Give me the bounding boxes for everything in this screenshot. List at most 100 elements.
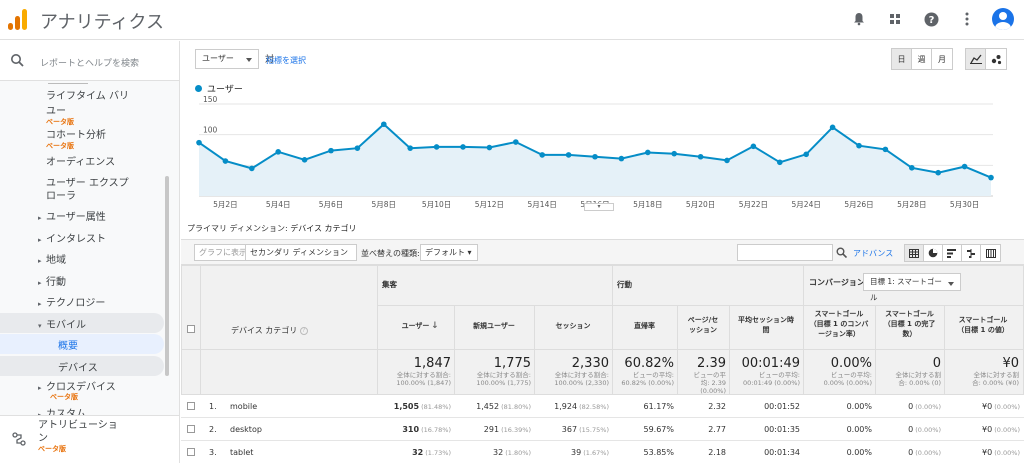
x-tick-label: 5月2日 [213, 200, 238, 209]
total-cell: 1,775 全体に対する割合: 100.00% (1,775) [476, 356, 531, 387]
dim-header[interactable]: デバイス カテゴリ ? [231, 325, 308, 336]
notifications-bell-icon[interactable] [848, 8, 870, 30]
select-metric-link[interactable]: 指標を選択 [266, 56, 306, 65]
apps-grid-icon[interactable] [884, 8, 906, 30]
data-point[interactable] [381, 121, 387, 128]
cell-sessions: 1,924 (82.58%) [554, 402, 609, 411]
column-header[interactable]: 直帰率 [634, 322, 655, 330]
sidebar-item-geo[interactable]: ▸ 地域 [38, 255, 66, 266]
sort-type-select[interactable]: デフォルト ▾ [420, 244, 478, 261]
data-point[interactable] [882, 146, 889, 153]
sidebar-item-demographics[interactable]: ▸ ユーザー属性 [38, 212, 106, 223]
account-avatar[interactable] [992, 8, 1014, 30]
data-point[interactable] [961, 163, 968, 170]
row-checkbox[interactable] [187, 448, 195, 456]
sidebar-search[interactable]: レポートとヘルプを検索 [0, 41, 179, 81]
total-cell: 00:01:49 ビューの平均: 00:01:49 (0.00%) [741, 356, 800, 387]
x-tick-label: 5月22日 [739, 200, 768, 209]
table-row[interactable]: 3. tablet 32 (1.73%) 32 (1.80%) 39 (1.67%) 53… [181, 441, 1024, 463]
sidebar-item-lifetime-value-cont[interactable]: ユー ベータ版 [46, 106, 74, 126]
data-point[interactable] [513, 139, 519, 145]
data-point[interactable] [275, 149, 281, 155]
sidebar-item-audience[interactable]: オーディエンス [46, 157, 116, 168]
sidebar-item-interests[interactable]: ▸ インタレスト [38, 234, 106, 245]
data-point[interactable] [354, 145, 361, 151]
select-all-checkbox[interactable] [187, 325, 195, 333]
sidebar-item-overview[interactable]: 概要 [58, 341, 78, 352]
more-vert-icon[interactable] [956, 8, 978, 30]
table-row[interactable]: 1. mobile 1,505 (81.48%) 1,452 (81.80%) 1,92… [181, 395, 1024, 418]
total-cell: ¥0 全体に対する割 合: 0.00% (¥0) [972, 356, 1019, 387]
secondary-dimension-select[interactable]: セカンダリ ディメンション ▾ [245, 244, 357, 272]
sidebar-item-cohort[interactable]: コホート分析 ベータ版 [46, 130, 106, 150]
data-point[interactable] [750, 143, 757, 150]
period-month[interactable]: 月 [938, 54, 946, 64]
help-icon[interactable]: ? [920, 8, 942, 30]
data-point[interactable] [592, 153, 598, 160]
data-point[interactable] [486, 144, 493, 151]
data-point[interactable] [935, 169, 941, 176]
motion-chart-icon[interactable] [986, 49, 1006, 69]
data-point[interactable] [249, 165, 255, 172]
data-point[interactable] [460, 144, 466, 150]
data-point[interactable] [407, 145, 413, 151]
sidebar-attribution[interactable]: アトリビューショ ン ベータ版 [0, 415, 179, 463]
data-point[interactable] [856, 142, 862, 149]
column-header[interactable]: スマートゴール （目標 1 の完了 数） [883, 310, 936, 338]
sidebar-item-mobile[interactable]: ▾ モバイル [38, 320, 86, 331]
plot-rows-button[interactable]: グラフに表示 [194, 244, 252, 261]
sidebar-item-technology[interactable]: ▸ テクノロジー [38, 298, 106, 309]
column-header[interactable]: ページ/セ ッション [687, 316, 719, 334]
column-header[interactable]: スマートゴール （目標 1 の値） [957, 316, 1009, 334]
x-tick-label: 5月18日 [633, 200, 662, 209]
data-point[interactable] [909, 164, 915, 171]
column-header[interactable]: セッション [555, 322, 591, 330]
row-checkbox[interactable] [187, 425, 195, 433]
column-header[interactable]: ユーザー ↓ [401, 321, 439, 331]
column-header[interactable]: 平均セッション時間 [738, 316, 794, 334]
table-search-icon[interactable] [836, 247, 847, 258]
sidebar-scrollbar[interactable] [165, 176, 169, 376]
column-header[interactable]: 新規ユーザー [473, 322, 515, 330]
data-point[interactable] [222, 158, 229, 164]
data-point[interactable] [697, 153, 704, 160]
period-day[interactable]: 日 [892, 49, 912, 69]
sidebar-item-cross-device[interactable]: ▸ クロスデバイス ベータ版 [38, 382, 116, 401]
metric-select[interactable]: ユーザー [195, 49, 259, 69]
performance-view-icon[interactable] [943, 245, 962, 261]
data-point[interactable] [988, 174, 994, 181]
table-row[interactable]: 2. desktop 310 (16.78%) 291 (16.39%) 367 (15… [181, 418, 1024, 441]
sidebar-item-devices[interactable]: デバイス [58, 363, 98, 374]
line-chart-icon[interactable] [966, 49, 986, 69]
table-view-icon[interactable] [905, 245, 924, 261]
pie-view-icon[interactable] [924, 245, 943, 261]
data-point[interactable] [618, 155, 625, 162]
chart-collapse-handle[interactable]: ▾ [584, 203, 614, 211]
pivot-view-icon[interactable] [981, 245, 1000, 261]
data-point[interactable] [645, 149, 651, 156]
data-point[interactable] [671, 150, 677, 157]
goal-select[interactable]: 目標 1: スマートゴール [863, 273, 961, 302]
advanced-link[interactable]: アドバンス [853, 249, 894, 258]
data-point[interactable] [196, 139, 202, 146]
sidebar-item-behavior[interactable]: ▸ 行動 [38, 277, 66, 288]
data-point[interactable] [724, 157, 730, 164]
top-bar: アナリティクス ? [0, 0, 1024, 40]
table-search-input[interactable] [737, 244, 833, 261]
column-header[interactable]: スマートゴール （目標 1 のコンバ ージョン率） [809, 310, 869, 338]
data-point[interactable] [803, 151, 809, 158]
comparison-view-icon[interactable] [962, 245, 981, 261]
data-point[interactable] [328, 147, 334, 154]
cell-completions: 0 (0.00%) [908, 425, 941, 434]
data-point[interactable] [301, 157, 308, 163]
data-point[interactable] [565, 152, 572, 158]
cell-users: 32 (1.73%) [412, 448, 451, 457]
data-point[interactable] [539, 152, 545, 158]
period-week[interactable]: 週 [912, 49, 932, 69]
sidebar-item-lifetime-value[interactable]: ライフタイム バリ [46, 91, 129, 102]
row-checkbox[interactable] [187, 402, 195, 410]
sidebar-item-user-explorer[interactable]: ユーザー エクスプ ローラ [46, 178, 129, 202]
data-point[interactable] [829, 124, 836, 131]
data-point[interactable] [433, 144, 440, 150]
data-point[interactable] [777, 159, 783, 166]
